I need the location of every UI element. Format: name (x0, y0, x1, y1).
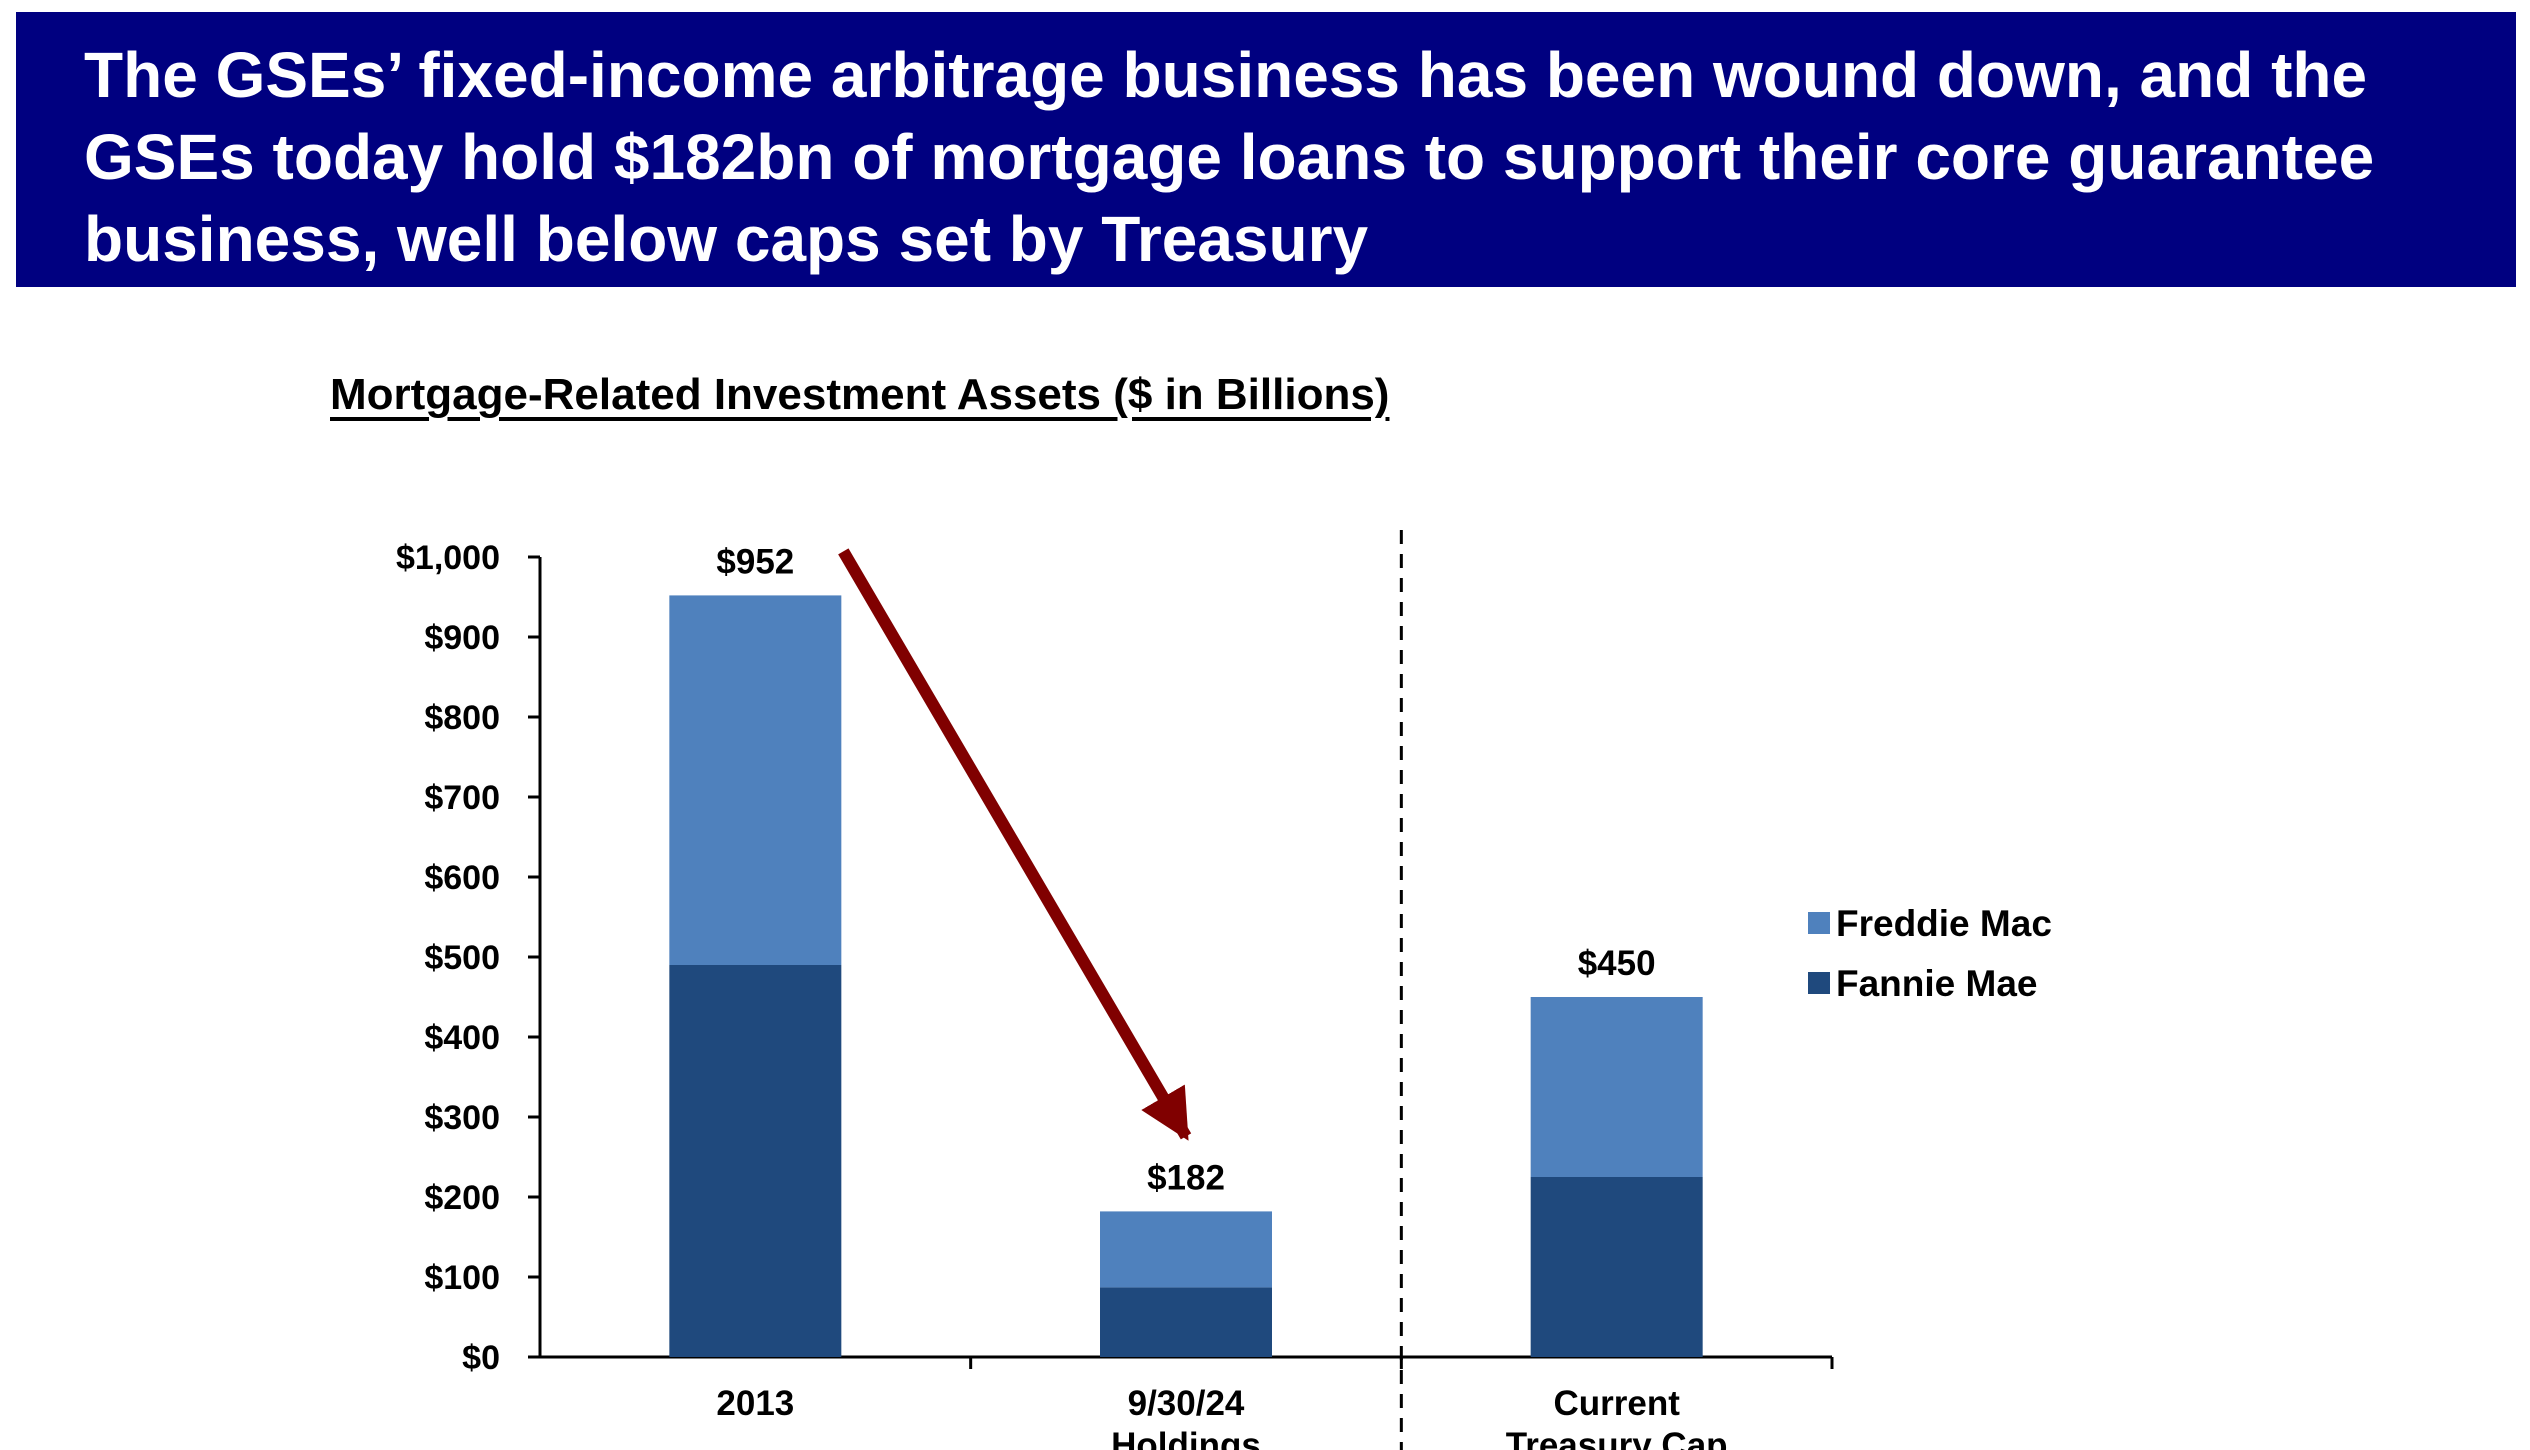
bar-total-label: $182 (1147, 1158, 1225, 1197)
y-axis: $0 $100 $200 $300 $400 $500 $600 $700 $800 $900 $1… (396, 539, 542, 1377)
bar-total-labels: $952 $182 $450 (716, 542, 1655, 1197)
y-tick-label: $0 (462, 1339, 500, 1377)
y-tick-label: $300 (424, 1099, 500, 1137)
x-tick-label: 2013 (716, 1384, 794, 1423)
y-tick-label: $100 (424, 1259, 500, 1297)
legend: Freddie Mac Fannie Mae (1808, 903, 2052, 1004)
slide-title: The GSEs’ fixed-income arbitrage busines… (84, 39, 2375, 275)
bar-fannie-mae (669, 965, 842, 1357)
legend-label-fannie-mae: Fannie Mae (1836, 963, 2038, 1004)
bar-freddie-mac (669, 595, 842, 965)
chart-title: Mortgage-Related Investment Assets ($ in… (330, 370, 1390, 419)
x-tick-label: Current Treasury Cap (1506, 1384, 1728, 1450)
x-axis: 2013 9/30/24 Holdings Current Treasury Cap (540, 1355, 1834, 1450)
annotations (838, 530, 1403, 1450)
bar-fannie-mae (1100, 1287, 1272, 1357)
bar-freddie-mac (1530, 997, 1703, 1177)
y-tick-label: $200 (424, 1179, 500, 1217)
x-tick-label: 9/30/24 Holdings (1111, 1384, 1261, 1450)
y-tick-label: $600 (424, 859, 500, 897)
bar-total-label: $952 (716, 542, 794, 581)
bar-total-label: $450 (1578, 944, 1656, 983)
y-tick-label: $1,000 (396, 539, 500, 577)
y-tick-label: $700 (424, 779, 500, 817)
bars (669, 595, 1703, 1357)
bar-freddie-mac (1100, 1211, 1272, 1288)
legend-swatch-freddie-mac (1808, 912, 1830, 934)
y-tick-label: $400 (424, 1019, 500, 1057)
title-banner: The GSEs’ fixed-income arbitrage busines… (16, 12, 2516, 287)
legend-swatch-fannie-mae (1808, 972, 1830, 994)
y-tick-label: $500 (424, 939, 500, 977)
bar-fannie-mae (1530, 1177, 1703, 1357)
y-tick-label: $800 (424, 699, 500, 737)
decline-arrow (838, 548, 1192, 1141)
legend-label-freddie-mac: Freddie Mac (1836, 903, 2052, 944)
y-tick-label: $900 (424, 619, 500, 657)
